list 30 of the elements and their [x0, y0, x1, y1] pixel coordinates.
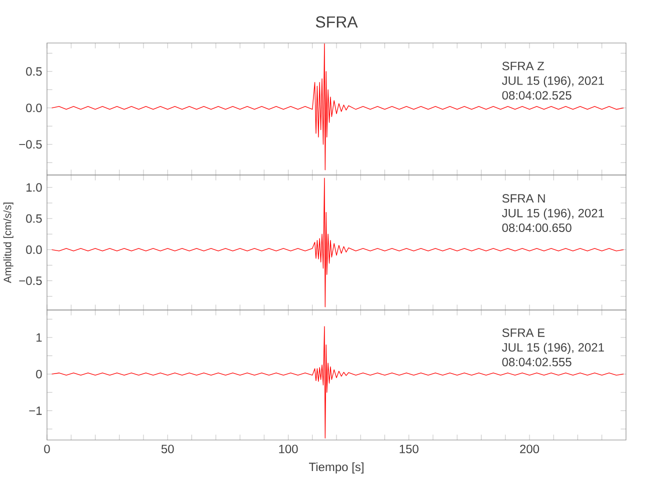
y-tick-label: 0.5	[26, 67, 42, 76]
annotation: JUL 15 (196), 2021	[502, 208, 604, 220]
y-tick-label: 0	[36, 370, 42, 378]
annotation: 08:04:02.525	[502, 91, 572, 100]
annotation: JUL 15 (196), 2021	[502, 342, 604, 354]
x-tick-label: 200	[520, 444, 540, 454]
annotation: SFRA E	[502, 328, 545, 337]
line-series	[51, 326, 624, 438]
x-axis-title: Tiempo [s]	[308, 462, 364, 474]
y-tick-label: 0.0	[26, 245, 42, 254]
y-tick-label: 0.5	[26, 214, 42, 223]
annotation: SFRA Z	[502, 62, 544, 70]
x-tick-label: 50	[161, 444, 174, 454]
annotation: 08:04:02.555	[502, 358, 572, 366]
annotation: JUL 15 (196), 2021	[502, 76, 604, 88]
y-axis-title: Amplitud [cm/s/s]	[3, 202, 14, 284]
annotation: SFRA N	[502, 194, 545, 203]
y-tick-label: 1.0	[26, 183, 42, 192]
annotation: 08:04:00.650	[502, 223, 572, 232]
line-series	[51, 43, 624, 170]
y-tick-label: −0.5	[19, 140, 42, 149]
y-tick-label: 1	[36, 333, 42, 342]
line-series	[51, 178, 624, 308]
chart-title: SFRA	[316, 16, 358, 28]
x-tick-label: 100	[279, 444, 298, 454]
x-tick-label: 150	[400, 444, 418, 454]
x-tick-label: 0	[44, 444, 50, 454]
y-tick-label: 0.0	[26, 104, 42, 112]
y-tick-label: −1	[29, 406, 42, 415]
y-tick-label: −0.5	[19, 276, 42, 286]
